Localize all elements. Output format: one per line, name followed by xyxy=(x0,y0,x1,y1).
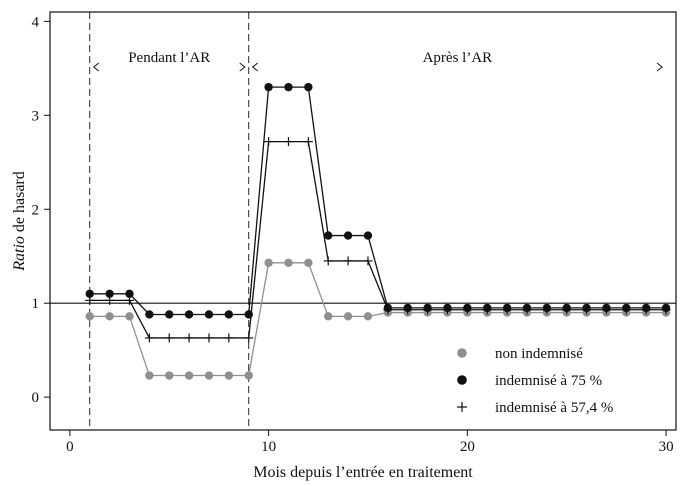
axis-layer: 0 10 20 30 0 1 2 3 4 xyxy=(32,14,674,455)
point-s2-7 xyxy=(204,333,214,343)
point-s2-8 xyxy=(224,333,234,343)
point-s2-18 xyxy=(423,305,433,315)
point-s1-4 xyxy=(145,310,154,319)
y-axis-label-italic: Ratio xyxy=(11,236,28,272)
point-s2-23 xyxy=(522,305,532,315)
point-s2-13 xyxy=(323,256,333,266)
point-s2-16 xyxy=(383,305,393,315)
y-tick-label-4: 4 xyxy=(32,14,40,30)
point-s2-19 xyxy=(442,305,452,315)
point-s1-5 xyxy=(165,310,174,319)
point-s0-13 xyxy=(324,312,333,321)
point-s2-22 xyxy=(502,305,512,315)
legend-marker-2 xyxy=(457,402,467,412)
x-tick-label-0: 0 xyxy=(66,439,74,455)
y-tick-label-3: 3 xyxy=(32,108,40,124)
point-s2-20 xyxy=(462,305,472,315)
y-axis-label-rest: de hasard xyxy=(11,171,28,236)
period-label-0: Pendant l’AR xyxy=(128,50,210,66)
point-s1-14 xyxy=(343,231,353,240)
period-label-1: Après l’AR xyxy=(423,50,493,66)
point-s2-9 xyxy=(244,333,254,343)
point-s0-3 xyxy=(125,312,134,321)
y-axis-label: Ratio de hasard xyxy=(11,171,28,272)
point-s0-1 xyxy=(85,312,94,321)
series-1 xyxy=(85,82,671,319)
y-tick-label-0: 0 xyxy=(32,390,40,406)
point-s0-7 xyxy=(204,371,214,380)
point-s0-2 xyxy=(105,312,114,321)
series-line-1 xyxy=(89,86,667,316)
x-axis-label: Mois depuis l’entrée en traitement xyxy=(253,464,473,481)
legend: non indemnisé indemnisé à 75 % indemnisé à… xyxy=(457,346,613,416)
point-s0-12 xyxy=(304,258,313,267)
point-s2-21 xyxy=(482,305,492,315)
point-s2-28 xyxy=(621,305,631,315)
point-s0-10 xyxy=(264,258,273,267)
point-s1-10 xyxy=(264,82,273,92)
point-s2-11 xyxy=(283,137,293,147)
point-s2-29 xyxy=(641,305,651,315)
point-s1-7 xyxy=(204,310,214,319)
period-arrow-left-0 xyxy=(92,62,100,72)
point-s2-5 xyxy=(164,333,174,343)
point-s0-8 xyxy=(224,371,234,380)
point-s1-8 xyxy=(224,310,234,319)
point-s2-3 xyxy=(124,295,134,305)
point-s1-2 xyxy=(105,289,114,298)
point-s0-15 xyxy=(363,312,373,321)
point-s1-15 xyxy=(363,231,373,240)
x-tick-label-10: 10 xyxy=(261,439,276,455)
point-s2-30 xyxy=(661,305,671,315)
point-s2-27 xyxy=(601,305,611,315)
legend-label-1: indemnisé à 75 % xyxy=(495,373,602,389)
point-s0-6 xyxy=(184,371,194,380)
legend-label-0: non indemnisé xyxy=(495,346,583,362)
point-s2-14 xyxy=(343,256,353,266)
y-tick-label-1: 1 xyxy=(32,296,40,312)
period-arrow-right-1 xyxy=(656,62,663,72)
point-s1-13 xyxy=(324,231,333,240)
point-s1-11 xyxy=(284,82,293,92)
point-s2-17 xyxy=(403,305,413,315)
x-tick-label-30: 30 xyxy=(659,439,674,455)
series-layer xyxy=(85,82,671,380)
point-s1-6 xyxy=(184,310,194,319)
point-s1-1 xyxy=(85,289,94,298)
period-arrow-right-0 xyxy=(239,62,246,72)
point-s2-24 xyxy=(542,305,552,315)
point-s0-4 xyxy=(145,371,154,380)
point-s2-4 xyxy=(144,333,154,343)
legend-marker-0 xyxy=(457,348,467,358)
point-s2-25 xyxy=(562,305,572,315)
point-s2-26 xyxy=(582,305,592,315)
point-s2-12 xyxy=(303,137,313,147)
period-arrow-left-1 xyxy=(251,62,259,72)
point-s0-5 xyxy=(165,371,174,380)
point-s1-3 xyxy=(125,289,134,298)
reference-layer: Pendant l’AR Après l’AR xyxy=(50,12,676,430)
point-s2-2 xyxy=(105,295,115,305)
x-tick-label-20: 20 xyxy=(460,439,475,455)
point-s2-10 xyxy=(264,137,274,147)
point-s0-14 xyxy=(343,312,353,321)
point-s1-12 xyxy=(304,82,313,92)
plot-frame xyxy=(49,11,677,431)
y-tick-label-2: 2 xyxy=(32,202,40,218)
point-s2-6 xyxy=(184,333,194,343)
point-s2-1 xyxy=(85,295,95,305)
point-s2-15 xyxy=(363,256,373,266)
point-s0-11 xyxy=(284,258,293,267)
legend-label-2: indemnisé à 57,4 % xyxy=(495,400,613,416)
point-s0-9 xyxy=(244,371,253,380)
series-2 xyxy=(85,137,671,343)
legend-marker-1 xyxy=(457,375,467,385)
